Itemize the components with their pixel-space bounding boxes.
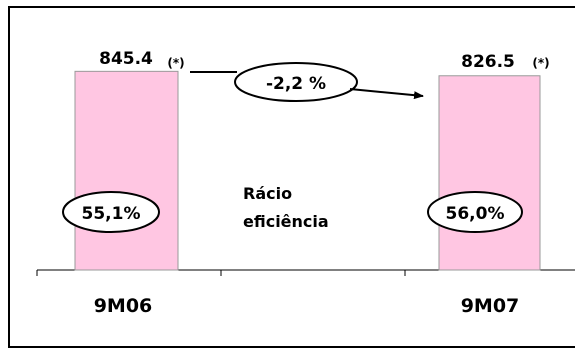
- bar-9m06: [74, 70, 179, 271]
- change-ellipse: [234, 62, 358, 102]
- ratio-ellipse-9m06: [62, 191, 160, 233]
- ratio-title-line-2: eficiência: [243, 212, 329, 231]
- category-label-9m07: 9M07: [461, 295, 520, 317]
- ratio-title-line-1: Rácio: [243, 184, 292, 203]
- bar-9m07: [438, 75, 541, 271]
- value-note-9m06: (*): [167, 56, 184, 70]
- value-label-9m07: 826.5: [461, 52, 515, 72]
- ratio-label-9m06: 55,1%: [82, 204, 141, 224]
- value-note-9m07: (*): [532, 56, 549, 70]
- category-label-9m06: 9M06: [94, 295, 153, 317]
- change-arrow: [349, 88, 424, 100]
- value-label-9m06: 845.4: [99, 49, 153, 69]
- change-label: -2,2 %: [266, 74, 326, 94]
- ratio-label-9m07: 56,0%: [446, 204, 505, 224]
- ratio-ellipse-9m07: [427, 191, 523, 233]
